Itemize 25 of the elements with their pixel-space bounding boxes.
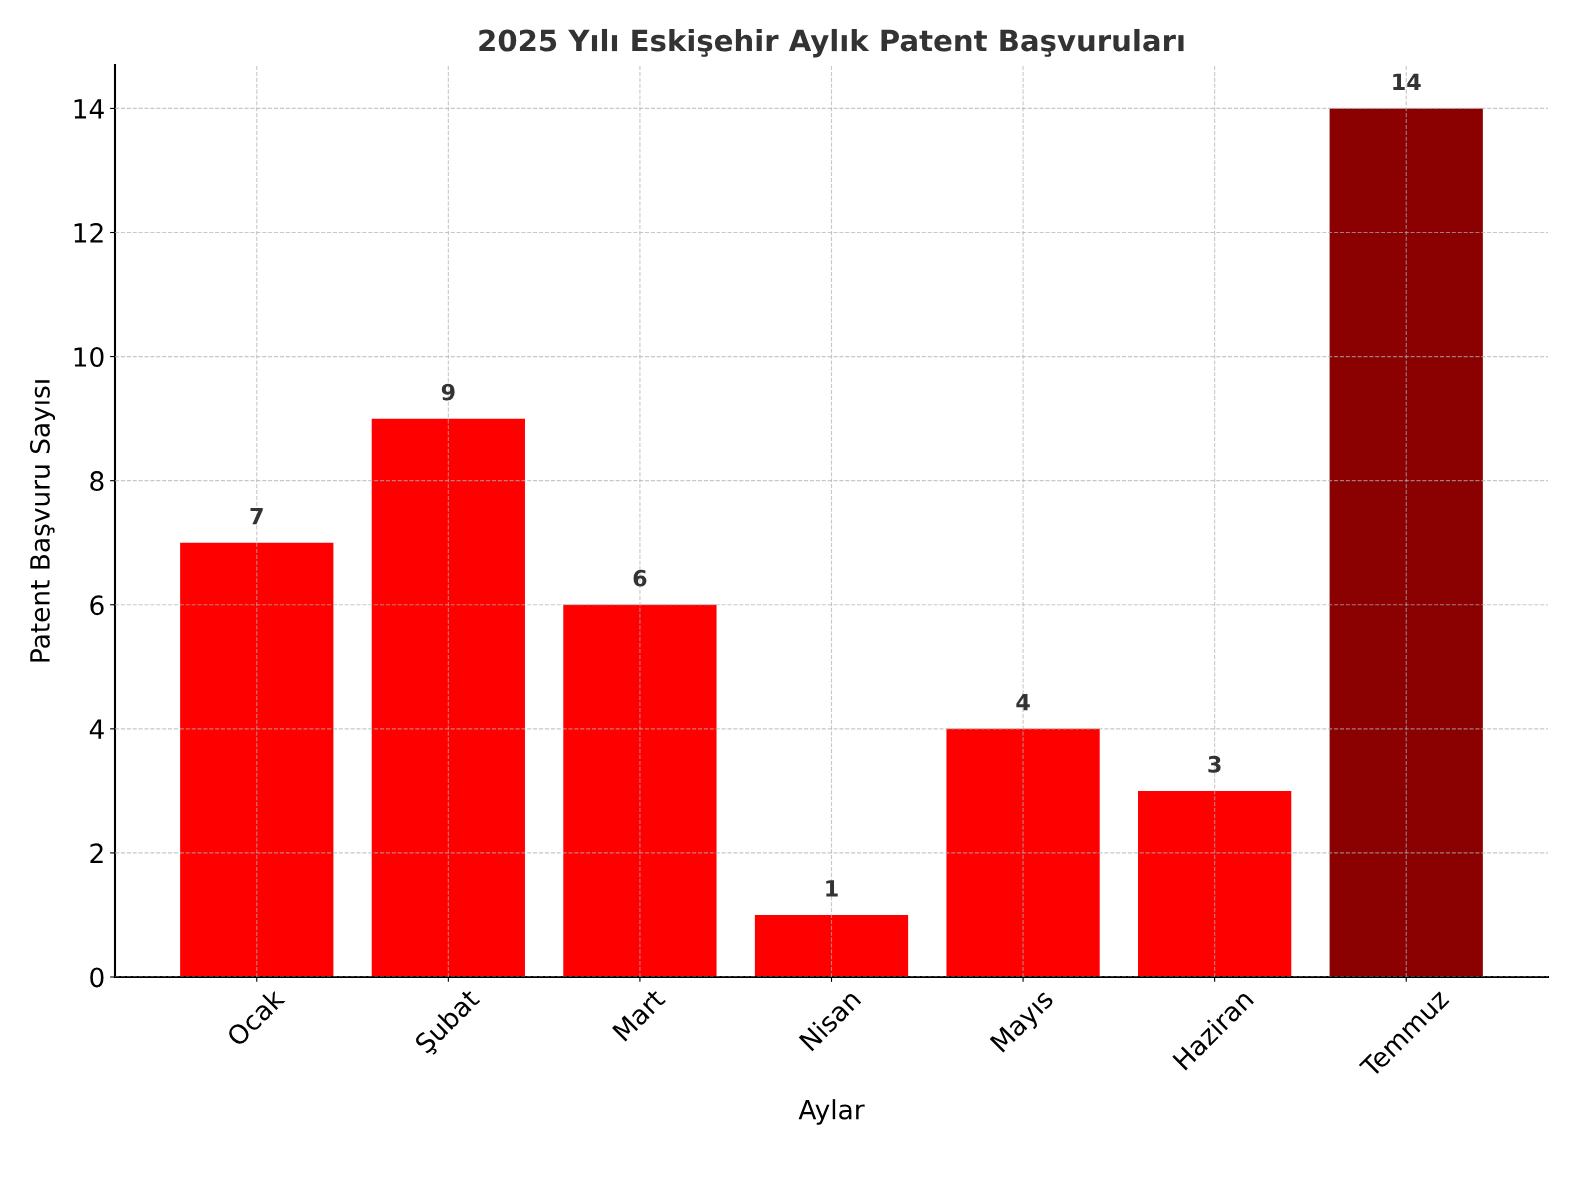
data-label: 9 (441, 383, 455, 401)
y-axis-title: Patent Başvuru Sayısı (29, 380, 56, 662)
y-tick-label: 6 (90, 595, 104, 616)
bar (180, 542, 334, 977)
y-tick-label: 8 (90, 471, 104, 492)
data-label: 4 (1016, 694, 1030, 711)
y-tick-label: 14 (74, 99, 104, 119)
bar (1138, 790, 1292, 977)
data-label: 6 (633, 569, 647, 587)
data-label: 14 (1393, 73, 1421, 90)
y-tick-label: 2 (90, 843, 103, 863)
bar (1329, 108, 1483, 977)
data-label: 1 (826, 880, 838, 897)
bar (946, 728, 1100, 977)
chart-title: 2025 Yılı Eskişehir Aylık Patent Başvuruları (479, 28, 1184, 58)
bar (371, 418, 525, 977)
bar (754, 914, 909, 977)
y-tick-label: 4 (89, 719, 104, 739)
bar (563, 604, 717, 977)
y-tick-label: 0 (90, 967, 104, 988)
y-tick-label: 10 (74, 347, 104, 367)
data-label: 7 (250, 508, 263, 525)
data-label: 3 (1208, 755, 1221, 773)
y-tick-label: 12 (74, 222, 103, 243)
x-axis-title: Aylar (798, 1099, 865, 1125)
